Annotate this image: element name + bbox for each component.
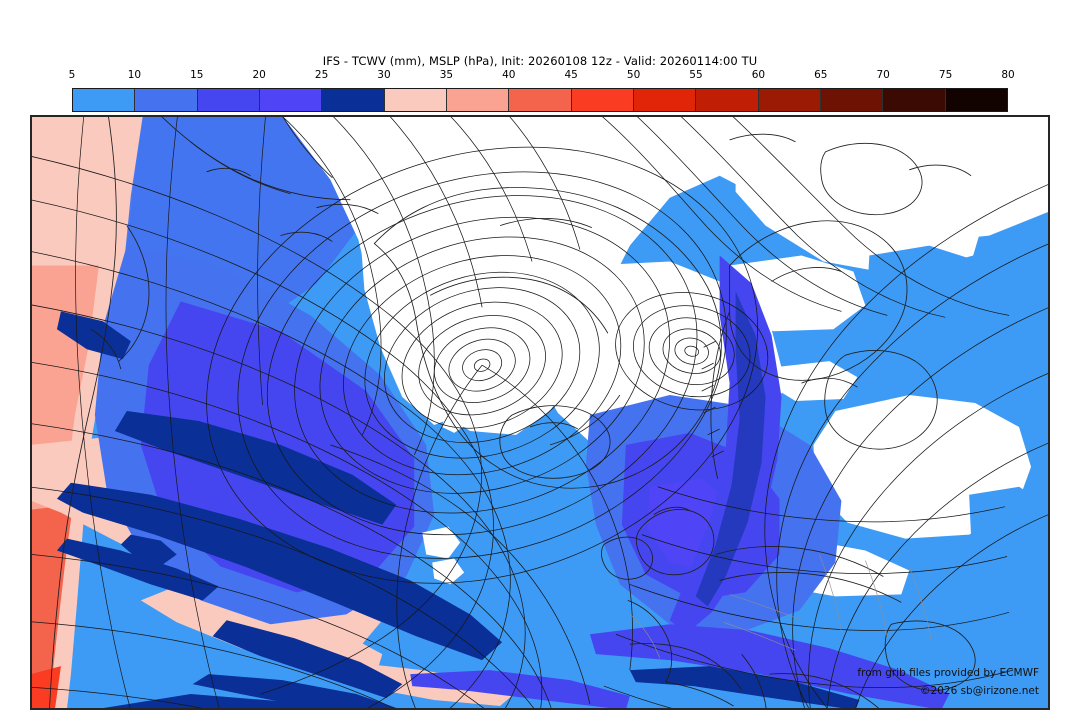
map-canvas bbox=[31, 116, 1049, 709]
map-border bbox=[31, 116, 1049, 709]
colorbar-segment bbox=[135, 89, 198, 111]
colorbar-tick-label: 35 bbox=[439, 69, 454, 81]
colorbar-tick-label: 70 bbox=[876, 69, 890, 81]
colorbar-tick-labels: 5 10 15 20 25 30 35 40 45 50 55 60 65 70 75 80 bbox=[68, 69, 1015, 85]
attribution-copyright: ©2026 sb@irizone.net bbox=[920, 685, 1039, 697]
colorbar-segment bbox=[758, 89, 821, 111]
colorbar-segment bbox=[571, 89, 634, 111]
chart-title: IFS - TCWV (mm), MSLP (hPa), Init: 20260… bbox=[322, 54, 758, 68]
colorbar-segment bbox=[259, 89, 323, 111]
colorbar-segment bbox=[197, 89, 260, 111]
colorbar-tick-label: 10 bbox=[127, 69, 142, 81]
colorbar-segment bbox=[883, 89, 946, 111]
colorbar-segment bbox=[446, 89, 510, 111]
colorbar-segment bbox=[73, 89, 136, 111]
colorbar-tick-label: 25 bbox=[314, 69, 329, 81]
colorbar-tick-label: 65 bbox=[814, 69, 828, 81]
colorbar-tick-label: 80 bbox=[1001, 69, 1015, 81]
colorbar-tick-label: 45 bbox=[564, 69, 578, 81]
colorbar-segment bbox=[820, 89, 884, 111]
colorbar-segment bbox=[633, 89, 697, 111]
colorbar-tick-label: 20 bbox=[252, 69, 266, 81]
colorbar-gradient bbox=[72, 88, 1008, 112]
tcwv-field bbox=[31, 116, 1049, 709]
colorbar: 5 10 15 20 25 30 35 40 45 50 55 60 65 70 75 80 bbox=[69, 69, 1015, 112]
colorbar-segment bbox=[696, 89, 759, 111]
colorbar-segment bbox=[322, 89, 385, 111]
colorbar-tick-label: 5 bbox=[68, 69, 76, 81]
coastlines bbox=[49, 116, 976, 709]
colorbar-tick-label: 75 bbox=[938, 69, 953, 81]
colorbar-tick-label: 30 bbox=[377, 69, 391, 81]
colorbar-segment bbox=[945, 89, 1007, 111]
mslp-isobars bbox=[31, 116, 1049, 709]
map-panel[interactable]: from grib files provided by ECMWF ©2026 … bbox=[30, 115, 1050, 710]
attribution-source: from grib files provided by ECMWF bbox=[857, 667, 1039, 679]
colorbar-tick-label: 55 bbox=[689, 69, 703, 81]
colorbar-segment bbox=[384, 89, 447, 111]
colorbar-tick-label: 15 bbox=[190, 69, 204, 81]
colorbar-tick-label: 60 bbox=[751, 69, 766, 81]
colorbar-segment bbox=[509, 89, 572, 111]
colorbar-tick-label: 40 bbox=[502, 69, 516, 81]
colorbar-tick-label: 50 bbox=[626, 69, 641, 81]
